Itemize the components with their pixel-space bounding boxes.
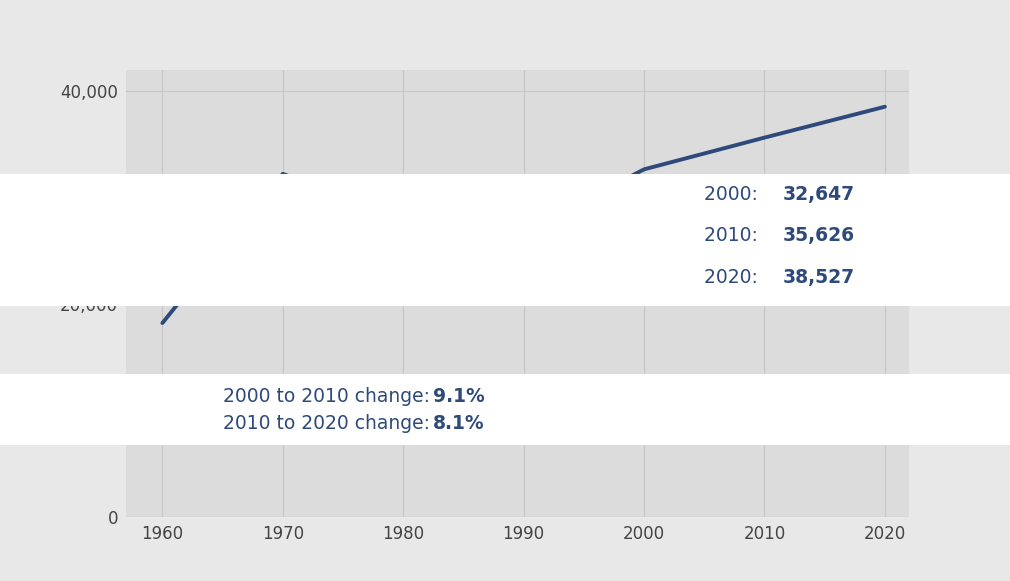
Text: 9.1%: 9.1% xyxy=(433,387,485,406)
FancyBboxPatch shape xyxy=(0,374,1010,444)
Text: 2020:: 2020: xyxy=(704,268,765,287)
Text: 8.1%: 8.1% xyxy=(433,414,485,433)
Text: 2000 to 2010 change:: 2000 to 2010 change: xyxy=(222,387,435,406)
Text: 2010 to 2020 change:: 2010 to 2020 change: xyxy=(222,414,435,433)
Text: 2000:: 2000: xyxy=(704,185,765,204)
Text: 32,647: 32,647 xyxy=(783,185,854,204)
Text: 35,626: 35,626 xyxy=(783,226,854,245)
Text: 2010:: 2010: xyxy=(704,226,765,245)
Text: 38,527: 38,527 xyxy=(783,268,854,287)
FancyBboxPatch shape xyxy=(0,174,1010,306)
